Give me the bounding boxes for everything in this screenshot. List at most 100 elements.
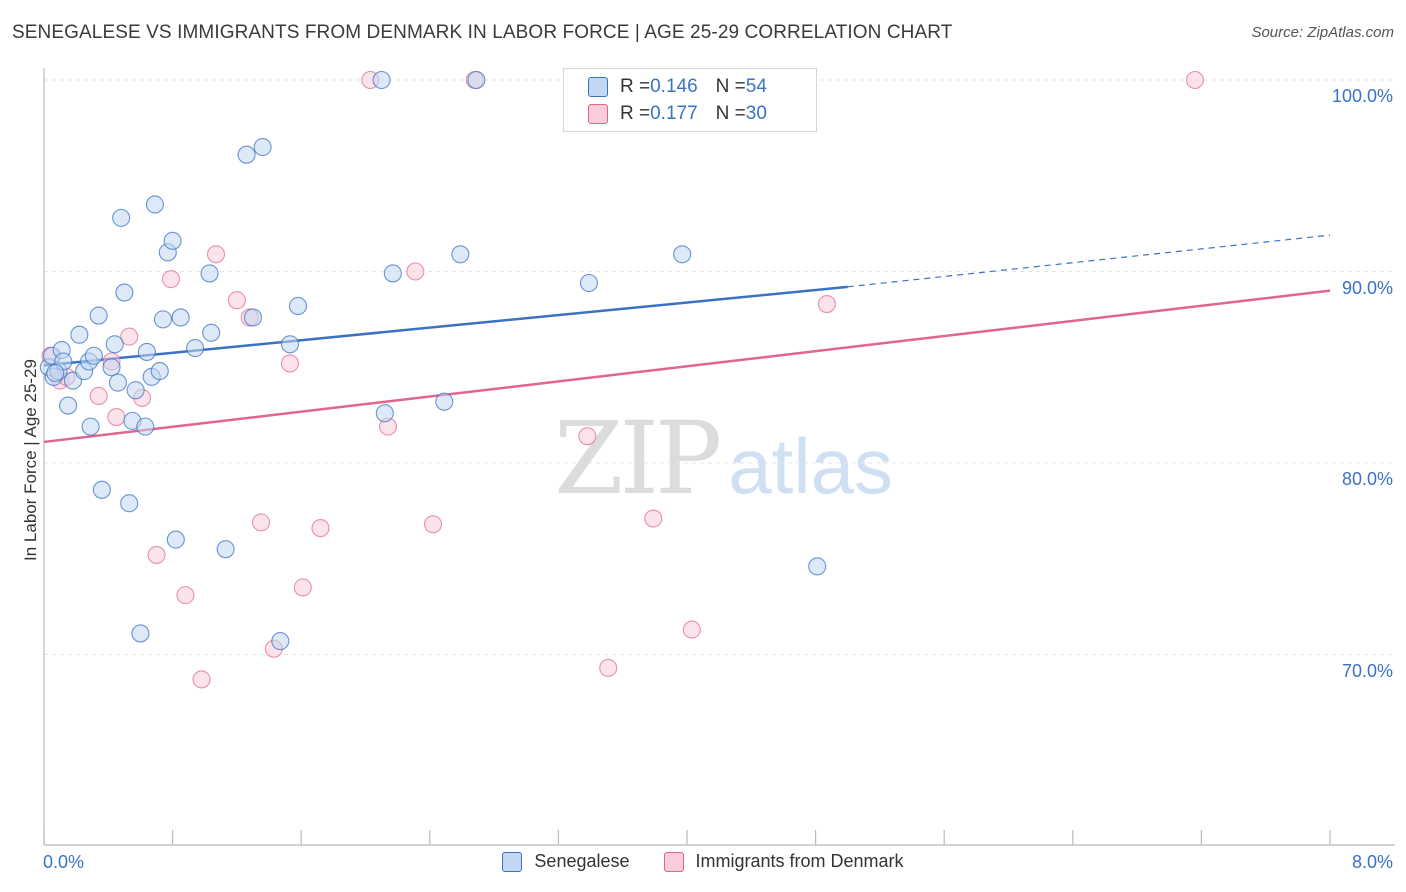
point-senegalese <box>200 264 219 283</box>
point-senegalese <box>46 363 65 383</box>
point-senegalese <box>435 392 454 411</box>
point-senegalese <box>145 195 164 214</box>
legend-row-denmark: R = 0.177 N = 30 <box>588 102 767 126</box>
point-denmark <box>280 354 299 373</box>
point-senegalese <box>216 540 235 559</box>
point-denmark <box>406 262 425 281</box>
point-senegalese <box>451 245 470 264</box>
point-denmark <box>578 427 597 446</box>
point-senegalese <box>59 396 78 415</box>
point-denmark <box>120 327 139 346</box>
x-tick-label-max: 8.0% <box>1351 852 1393 872</box>
legend-item-denmark[interactable]: Immigrants from Denmark <box>663 851 904 872</box>
legend-swatch-denmark <box>663 851 684 872</box>
point-denmark <box>1185 70 1205 90</box>
point-senegalese <box>81 417 100 436</box>
point-senegalese <box>153 310 173 329</box>
point-denmark <box>176 586 195 605</box>
legend-r-value: 0.177 <box>650 103 698 124</box>
chart-title: SENEGALESE VS IMMIGRANTS FROM DENMARK IN… <box>12 22 953 43</box>
point-denmark <box>227 291 246 310</box>
legend-n-value: 30 <box>745 103 767 124</box>
point-denmark <box>599 658 618 677</box>
point-senegalese <box>137 342 156 361</box>
point-senegalese <box>271 632 290 651</box>
legend-r-label: R = <box>620 103 651 124</box>
point-senegalese <box>166 530 185 549</box>
point-denmark <box>423 515 443 534</box>
point-senegalese <box>89 306 108 325</box>
point-senegalese <box>280 335 299 354</box>
point-senegalese <box>467 70 486 90</box>
source-credit: Source: ZipAtlas.com <box>1251 24 1394 41</box>
point-senegalese <box>372 70 391 90</box>
point-senegalese <box>202 323 221 342</box>
y-tick-label-100: 100.0% <box>1331 86 1393 106</box>
legend-n-value: 54 <box>745 76 767 97</box>
point-denmark <box>644 509 663 528</box>
legend-item-senegalese[interactable]: Senegalese <box>502 851 630 872</box>
point-denmark <box>89 386 108 406</box>
point-senegalese <box>92 480 111 499</box>
point-senegalese <box>186 339 205 358</box>
denmark-points <box>41 70 1205 689</box>
point-senegalese <box>131 624 150 643</box>
point-denmark <box>682 620 701 639</box>
trend-line-senegalese-extension <box>847 234 1331 288</box>
correlation-legend: R = 0.146 N = 54 R = 0.177 N = 30 <box>563 68 817 132</box>
point-senegalese <box>136 417 155 436</box>
y-tick-label-80: 80.0% <box>1341 469 1393 489</box>
trend-line-senegalese <box>43 285 848 367</box>
point-senegalese <box>102 358 121 377</box>
point-senegalese <box>120 494 139 513</box>
point-denmark <box>161 270 181 289</box>
trend-line-denmark <box>43 289 1331 444</box>
legend-label-denmark: Immigrants from Denmark <box>695 851 904 871</box>
point-senegalese <box>375 404 394 423</box>
point-denmark <box>311 519 330 538</box>
point-senegalese <box>108 373 127 392</box>
point-denmark <box>192 670 211 689</box>
point-senegalese <box>84 346 103 365</box>
senegalese-points <box>39 70 827 651</box>
point-denmark <box>251 513 271 532</box>
point-senegalese <box>253 137 272 157</box>
legend-row-senegalese: R = 0.146 N = 54 <box>588 75 767 99</box>
series-legend: Senegalese Immigrants from Denmark <box>0 851 1406 872</box>
legend-label-senegalese: Senegalese <box>534 851 630 871</box>
point-senegalese <box>112 208 131 227</box>
point-senegalese <box>288 296 308 316</box>
grid-lines <box>44 79 1395 655</box>
legend-swatch-senegalese <box>588 77 608 97</box>
axes <box>43 68 1395 846</box>
legend-swatch-senegalese <box>502 851 523 872</box>
point-senegalese <box>115 283 134 302</box>
point-senegalese <box>243 308 263 327</box>
y-tick-label-70: 70.0% <box>1341 660 1393 681</box>
point-denmark <box>817 295 836 314</box>
legend-r-value: 0.146 <box>650 76 698 97</box>
point-senegalese <box>383 264 402 283</box>
point-senegalese <box>150 362 169 381</box>
legend-n-label: N = <box>715 103 746 124</box>
point-senegalese <box>673 245 692 264</box>
point-denmark <box>293 578 312 597</box>
point-senegalese <box>70 325 89 344</box>
y-tick-label-90: 90.0% <box>1341 277 1393 298</box>
point-senegalese <box>808 557 827 576</box>
legend-n-label: N = <box>715 76 746 97</box>
point-denmark <box>107 407 126 427</box>
point-senegalese <box>171 308 190 327</box>
trend-lines <box>43 234 1331 444</box>
point-denmark <box>206 245 226 264</box>
point-senegalese <box>163 231 182 250</box>
legend-swatch-denmark <box>588 104 608 124</box>
legend-r-label: R = <box>620 76 651 97</box>
point-senegalese <box>105 335 124 354</box>
x-tick-label-min: 0.0% <box>43 852 85 872</box>
point-senegalese <box>126 381 145 400</box>
point-senegalese <box>237 145 256 164</box>
point-senegalese <box>579 273 598 293</box>
point-denmark <box>147 545 166 564</box>
